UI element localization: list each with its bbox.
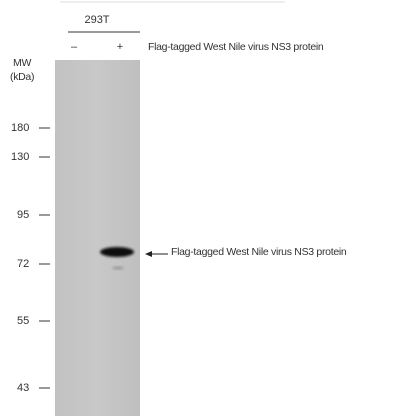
lane-label: + [117,41,123,53]
lane-label: – [71,41,78,53]
faint-band [112,267,124,270]
marker-label: 43 [17,382,29,394]
marker-ladder: 180 130 95 72 55 43 [11,122,50,394]
marker-label: 95 [17,209,29,221]
marker-label: 130 [11,151,29,163]
band-label: Flag-tagged West Nile virus NS3 protein [171,246,347,258]
blot-figure: 293T – + Flag-tagged West Nile virus NS3… [0,0,407,416]
cell-line: 293T [84,14,109,26]
header-label: Flag-tagged West Nile virus NS3 protein [148,41,324,53]
band-arrow [145,251,168,257]
mw-label: (kDa) [10,71,34,83]
mw-label: MW [13,57,31,69]
protein-band [100,247,134,257]
membrane [55,60,140,416]
marker-label: 72 [17,258,29,270]
marker-label: 55 [17,315,29,327]
marker-label: 180 [11,122,29,134]
